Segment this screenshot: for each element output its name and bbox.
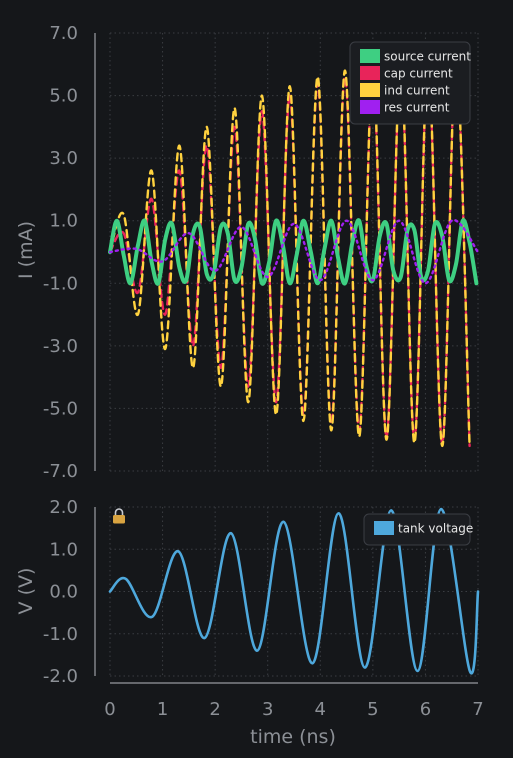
lock-shackle xyxy=(114,508,124,515)
x-tick-label: 7 xyxy=(472,699,483,720)
time-x-axis-label: time (ns) xyxy=(250,726,336,748)
y-tick-label: -1.0 xyxy=(43,273,78,294)
x-tick-label: 1 xyxy=(157,699,168,720)
y-tick-label: 2.0 xyxy=(49,497,78,518)
voltage-plot-grid xyxy=(109,506,479,677)
legend-label-ind-current: ind current xyxy=(384,84,450,98)
series-line-source-current xyxy=(108,218,479,286)
voltage-y-axis-label: V (V) xyxy=(15,568,37,615)
lock-icon[interactable] xyxy=(113,508,125,524)
y-tick-label: 5.0 xyxy=(49,86,78,107)
legend-label-cap-current: cap current xyxy=(384,67,453,81)
y-tick-label: -5.0 xyxy=(43,398,78,419)
current-series-group xyxy=(108,56,480,448)
x-tick-label: 3 xyxy=(262,699,273,720)
current-plot: 7.0 5.0 3.0 1.0 -1.0 -3.0 -5.0 -7.0 I (mA) sour… xyxy=(15,23,480,482)
voltage-plot: 2.0 1.0 0.0 -1.0 -2.0 0 1 2 3 4 5 6 7 V (V) time (n… xyxy=(15,497,484,748)
y-tick-label: -3.0 xyxy=(43,336,78,357)
x-tick-label: 4 xyxy=(315,699,326,720)
legend-swatch-res-current xyxy=(360,100,380,114)
series-line-ind-current xyxy=(108,56,471,448)
y-tick-label: 1.0 xyxy=(49,539,78,560)
y-tick-label: -2.0 xyxy=(43,666,78,687)
legend-label-source-current: source current xyxy=(384,50,471,64)
y-tick-label: 7.0 xyxy=(49,23,78,44)
current-y-axis-label: I (mA) xyxy=(15,221,37,279)
y-tick-label: 3.0 xyxy=(49,148,78,169)
legend-label-tank-voltage: tank voltage xyxy=(398,522,473,536)
voltage-y-ticks: 2.0 1.0 0.0 -1.0 -2.0 xyxy=(43,497,78,687)
series-line-res-current xyxy=(108,219,480,285)
y-tick-label: 1.0 xyxy=(49,211,78,232)
legend-swatch-tank-voltage xyxy=(374,521,394,535)
current-y-ticks: 7.0 5.0 3.0 1.0 -1.0 -3.0 -5.0 -7.0 xyxy=(43,23,78,482)
y-tick-label: -7.0 xyxy=(43,461,78,482)
y-tick-label: 0.0 xyxy=(49,582,78,603)
x-tick-label: 5 xyxy=(367,699,378,720)
lock-body xyxy=(113,515,125,524)
series-line-tank-voltage xyxy=(108,507,480,675)
legend-swatch-cap-current xyxy=(360,66,380,80)
x-tick-label: 0 xyxy=(104,699,115,720)
legend-label-res-current: res current xyxy=(384,101,450,115)
current-legend[interactable]: source current cap current ind current res … xyxy=(349,41,471,125)
voltage-legend[interactable]: tank voltage xyxy=(363,513,473,546)
legend-swatch-ind-current xyxy=(360,83,380,97)
legend-swatch-source-current xyxy=(360,49,380,63)
x-tick-label: 6 xyxy=(420,699,431,720)
x-tick-label: 2 xyxy=(209,699,220,720)
time-x-ticks: 0 1 2 3 4 5 6 7 xyxy=(104,699,483,720)
y-tick-label: -1.0 xyxy=(43,624,78,645)
voltage-series-group xyxy=(108,507,480,675)
